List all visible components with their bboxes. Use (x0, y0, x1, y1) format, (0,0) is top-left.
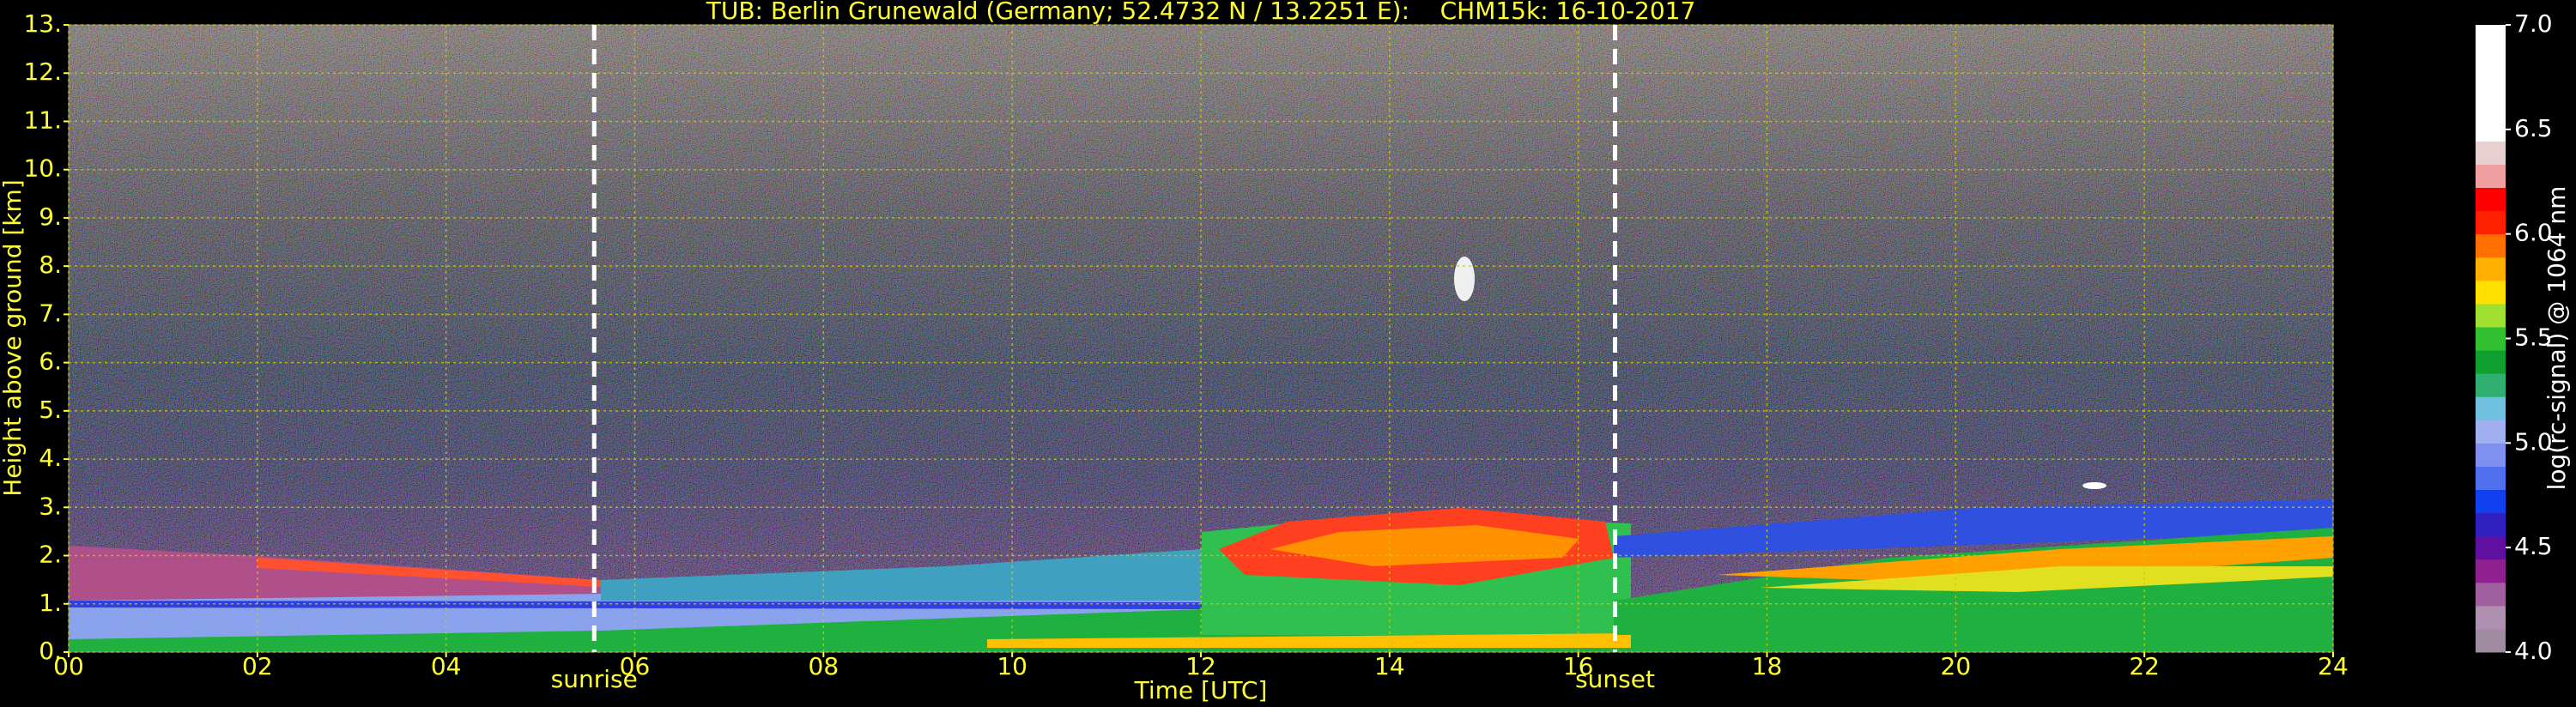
colorbar-swatch (2476, 71, 2506, 95)
colorbar-tick-label: 5.5 (2514, 323, 2553, 352)
y-tick-label: 8. (39, 251, 62, 279)
colorbar-swatch (2476, 350, 2506, 374)
x-tick-label: 10 (997, 652, 1027, 680)
colorbar-swatch (2476, 280, 2506, 305)
colorbar-swatch (2476, 559, 2506, 583)
colorbar-swatch (2476, 489, 2506, 514)
x-tick-label: 20 (1941, 652, 1972, 680)
annotation-label: sunset (1575, 665, 1655, 693)
colorbar-tick-label: 7.0 (2514, 9, 2553, 38)
x-tick-label: 16 (1563, 652, 1594, 680)
colorbar-swatch (2476, 512, 2506, 537)
colorbar-label: log(rc-signal) @ 1064 nm (2543, 186, 2571, 491)
colorbar-swatch (2476, 420, 2506, 444)
colorbar-swatch (2476, 164, 2506, 189)
y-tick-label: 11. (23, 106, 62, 134)
colorbar-swatch (2476, 187, 2506, 212)
colorbar-swatch (2476, 233, 2506, 258)
colorbar-swatch (2476, 25, 2506, 49)
colorbar-swatch (2476, 396, 2506, 420)
y-tick-label: 3. (39, 492, 62, 520)
y-tick-label: 6. (39, 347, 62, 376)
colorbar-swatch (2476, 303, 2506, 328)
x-axis-label: Time [UTC] (1134, 676, 1268, 704)
colorbar-swatch (2476, 628, 2506, 653)
y-tick-label: 12. (23, 57, 62, 86)
x-tick-label: 00 (53, 652, 84, 680)
colorbar-tick-label: 6.0 (2514, 219, 2553, 247)
colorbar-tick-label: 6.5 (2514, 114, 2553, 142)
colorbar-swatch (2476, 48, 2506, 72)
x-tick-label: 24 (2318, 652, 2349, 680)
colorbar-tick-label: 5.0 (2514, 427, 2553, 456)
colorbar-tick-label: 4.5 (2514, 532, 2553, 560)
colorbar-swatch (2476, 443, 2506, 467)
y-tick-label: 0. (39, 637, 62, 665)
y-tick-label: 10. (23, 154, 62, 183)
annotation-label: sunrise (551, 665, 638, 693)
y-tick-label: 4. (39, 444, 62, 472)
chart-title: TUB: Berlin Grunewald (Germany; 52.4732 … (706, 0, 1696, 25)
x-tick-label: 08 (809, 652, 839, 680)
y-tick-label: 7. (39, 299, 62, 327)
colorbar-swatch (2476, 326, 2506, 351)
colorbar-swatch (2476, 141, 2506, 165)
colorbar-swatch (2476, 535, 2506, 560)
y-tick-label: 5. (39, 396, 62, 424)
y-tick-label: 13. (23, 9, 62, 38)
y-tick-label: 9. (39, 202, 62, 231)
x-tick-label: 02 (242, 652, 273, 680)
colorbar-swatch (2476, 582, 2506, 607)
colorbar-swatch (2476, 94, 2506, 118)
x-tick-label: 06 (620, 652, 651, 680)
x-tick-label: 22 (2129, 652, 2160, 680)
colorbar-swatch (2476, 210, 2506, 235)
y-tick-label: 2. (39, 541, 62, 569)
colorbar-swatch (2476, 118, 2506, 142)
colorbar-swatch (2476, 605, 2506, 630)
colorbar-swatch (2476, 373, 2506, 397)
y-axis-label: Height above ground [km] (0, 179, 27, 497)
colorbar-tick-label: 4.0 (2514, 637, 2553, 665)
y-tick-label: 1. (39, 589, 62, 617)
colorbar-swatch (2476, 466, 2506, 490)
x-tick-label: 14 (1374, 652, 1405, 680)
colorbar-swatch (2476, 257, 2506, 281)
x-tick-label: 18 (1752, 652, 1783, 680)
x-tick-label: 12 (1185, 652, 1216, 680)
x-tick-label: 04 (431, 652, 462, 680)
